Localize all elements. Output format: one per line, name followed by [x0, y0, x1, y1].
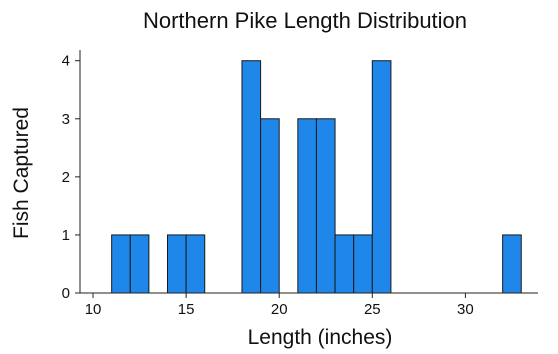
histogram-bar	[297, 118, 317, 294]
y-tick-label: 2	[62, 169, 70, 186]
y-tick-label: 0	[62, 285, 70, 302]
histogram-bar	[167, 234, 187, 294]
bars-group	[111, 60, 522, 294]
chart-title: Northern Pike Length Distribution	[143, 8, 467, 33]
histogram-bar	[371, 60, 392, 294]
histogram-bar	[111, 234, 131, 294]
y-tick-label: 4	[62, 53, 70, 70]
histogram-bar	[502, 234, 522, 294]
histogram-bar	[185, 234, 206, 294]
histogram-bar	[241, 60, 262, 294]
x-tick-label: 30	[457, 301, 474, 318]
histogram-bar	[129, 234, 150, 294]
x-tick-label: 25	[364, 301, 381, 318]
y-tick-label: 3	[62, 111, 70, 128]
histogram-bar	[353, 234, 373, 294]
x-tick-label: 10	[85, 301, 102, 318]
x-tick-label: 15	[178, 301, 195, 318]
axes-group: 10 15 20 25 30 0 1 2 3 4	[62, 50, 538, 318]
histogram-bar	[334, 234, 355, 294]
y-tick-label: 1	[62, 227, 70, 244]
x-tick-label: 20	[271, 301, 288, 318]
histogram-bar	[260, 118, 280, 294]
histogram-bar	[315, 118, 336, 294]
x-axis-label: Length (inches)	[248, 326, 393, 349]
y-axis-label: Fish Captured	[10, 107, 33, 239]
